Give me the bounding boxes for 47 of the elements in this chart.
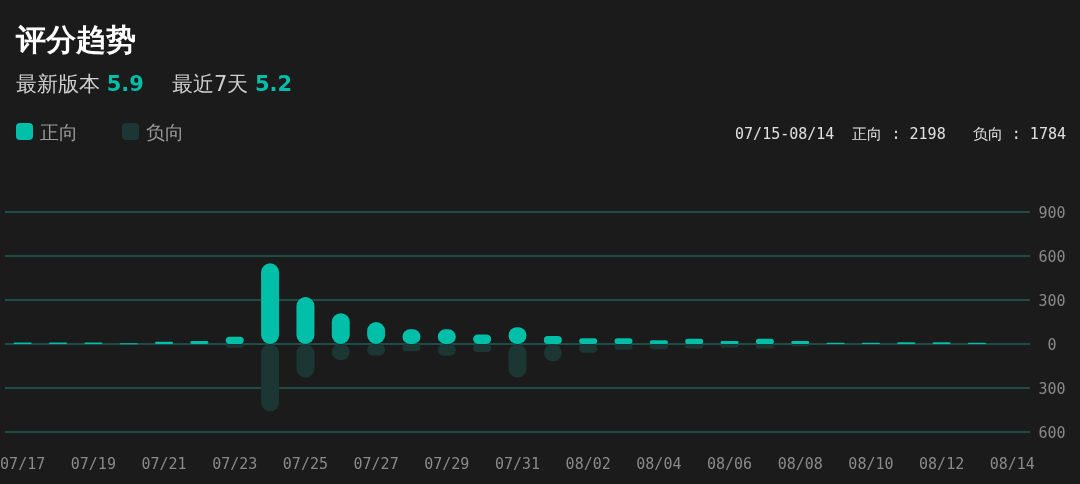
text: 最近7天 5.2 xyxy=(171,72,293,96)
text: 最新版本 5.9 xyxy=(16,72,144,96)
x-tick-label: 07/31 xyxy=(494,455,541,473)
bar xyxy=(720,344,739,348)
bar xyxy=(261,263,280,344)
bar xyxy=(473,334,492,344)
bar xyxy=(614,344,633,350)
x-tick-label: 08/10 xyxy=(848,455,894,473)
x-tick-label: 08/14 xyxy=(989,455,1035,473)
legend-label: 正向 xyxy=(40,121,78,143)
bar xyxy=(755,338,774,344)
x-tick-label: 07/17 xyxy=(0,455,46,473)
y-tick-label: 300 xyxy=(1038,292,1066,310)
bar xyxy=(649,340,668,344)
x-tick-label: 07/29 xyxy=(424,455,470,473)
y-tick-label: 900 xyxy=(1038,204,1066,222)
bar xyxy=(579,338,598,344)
y-tick-label: 600 xyxy=(1038,248,1066,266)
x-tick-label: 08/08 xyxy=(777,455,823,473)
bar xyxy=(685,338,704,344)
bar xyxy=(579,344,598,353)
bar xyxy=(225,336,244,344)
x-tick-label: 07/27 xyxy=(353,455,399,473)
x-tick-label: 08/04 xyxy=(636,455,682,473)
bar xyxy=(155,341,174,344)
x-tick-label: 08/06 xyxy=(706,455,753,473)
bar xyxy=(614,338,633,344)
chart-title: 评分趋势 xyxy=(15,22,136,57)
x-tick-label: 07/21 xyxy=(141,455,187,473)
bar xyxy=(190,341,209,344)
bar xyxy=(720,341,739,344)
text: 07/15-08/14 正向 : 2198 负向 : 1784 xyxy=(735,125,1066,143)
x-tick-label: 08/02 xyxy=(565,455,611,473)
bar xyxy=(296,297,315,344)
bar xyxy=(225,344,244,348)
x-tick-label: 07/23 xyxy=(212,455,258,473)
bar xyxy=(261,344,280,412)
bar xyxy=(649,344,668,350)
y-tick-label: 0 xyxy=(1047,336,1057,354)
legend-label: 负向 xyxy=(146,121,184,143)
bar xyxy=(543,335,562,344)
y-tick-label: 600 xyxy=(1038,424,1066,442)
x-tick-label: 08/12 xyxy=(919,455,965,473)
x-tick-label: 07/19 xyxy=(70,455,116,473)
x-tick-label: 07/25 xyxy=(282,455,329,473)
bar xyxy=(473,344,492,353)
y-tick-label: 300 xyxy=(1038,380,1066,398)
